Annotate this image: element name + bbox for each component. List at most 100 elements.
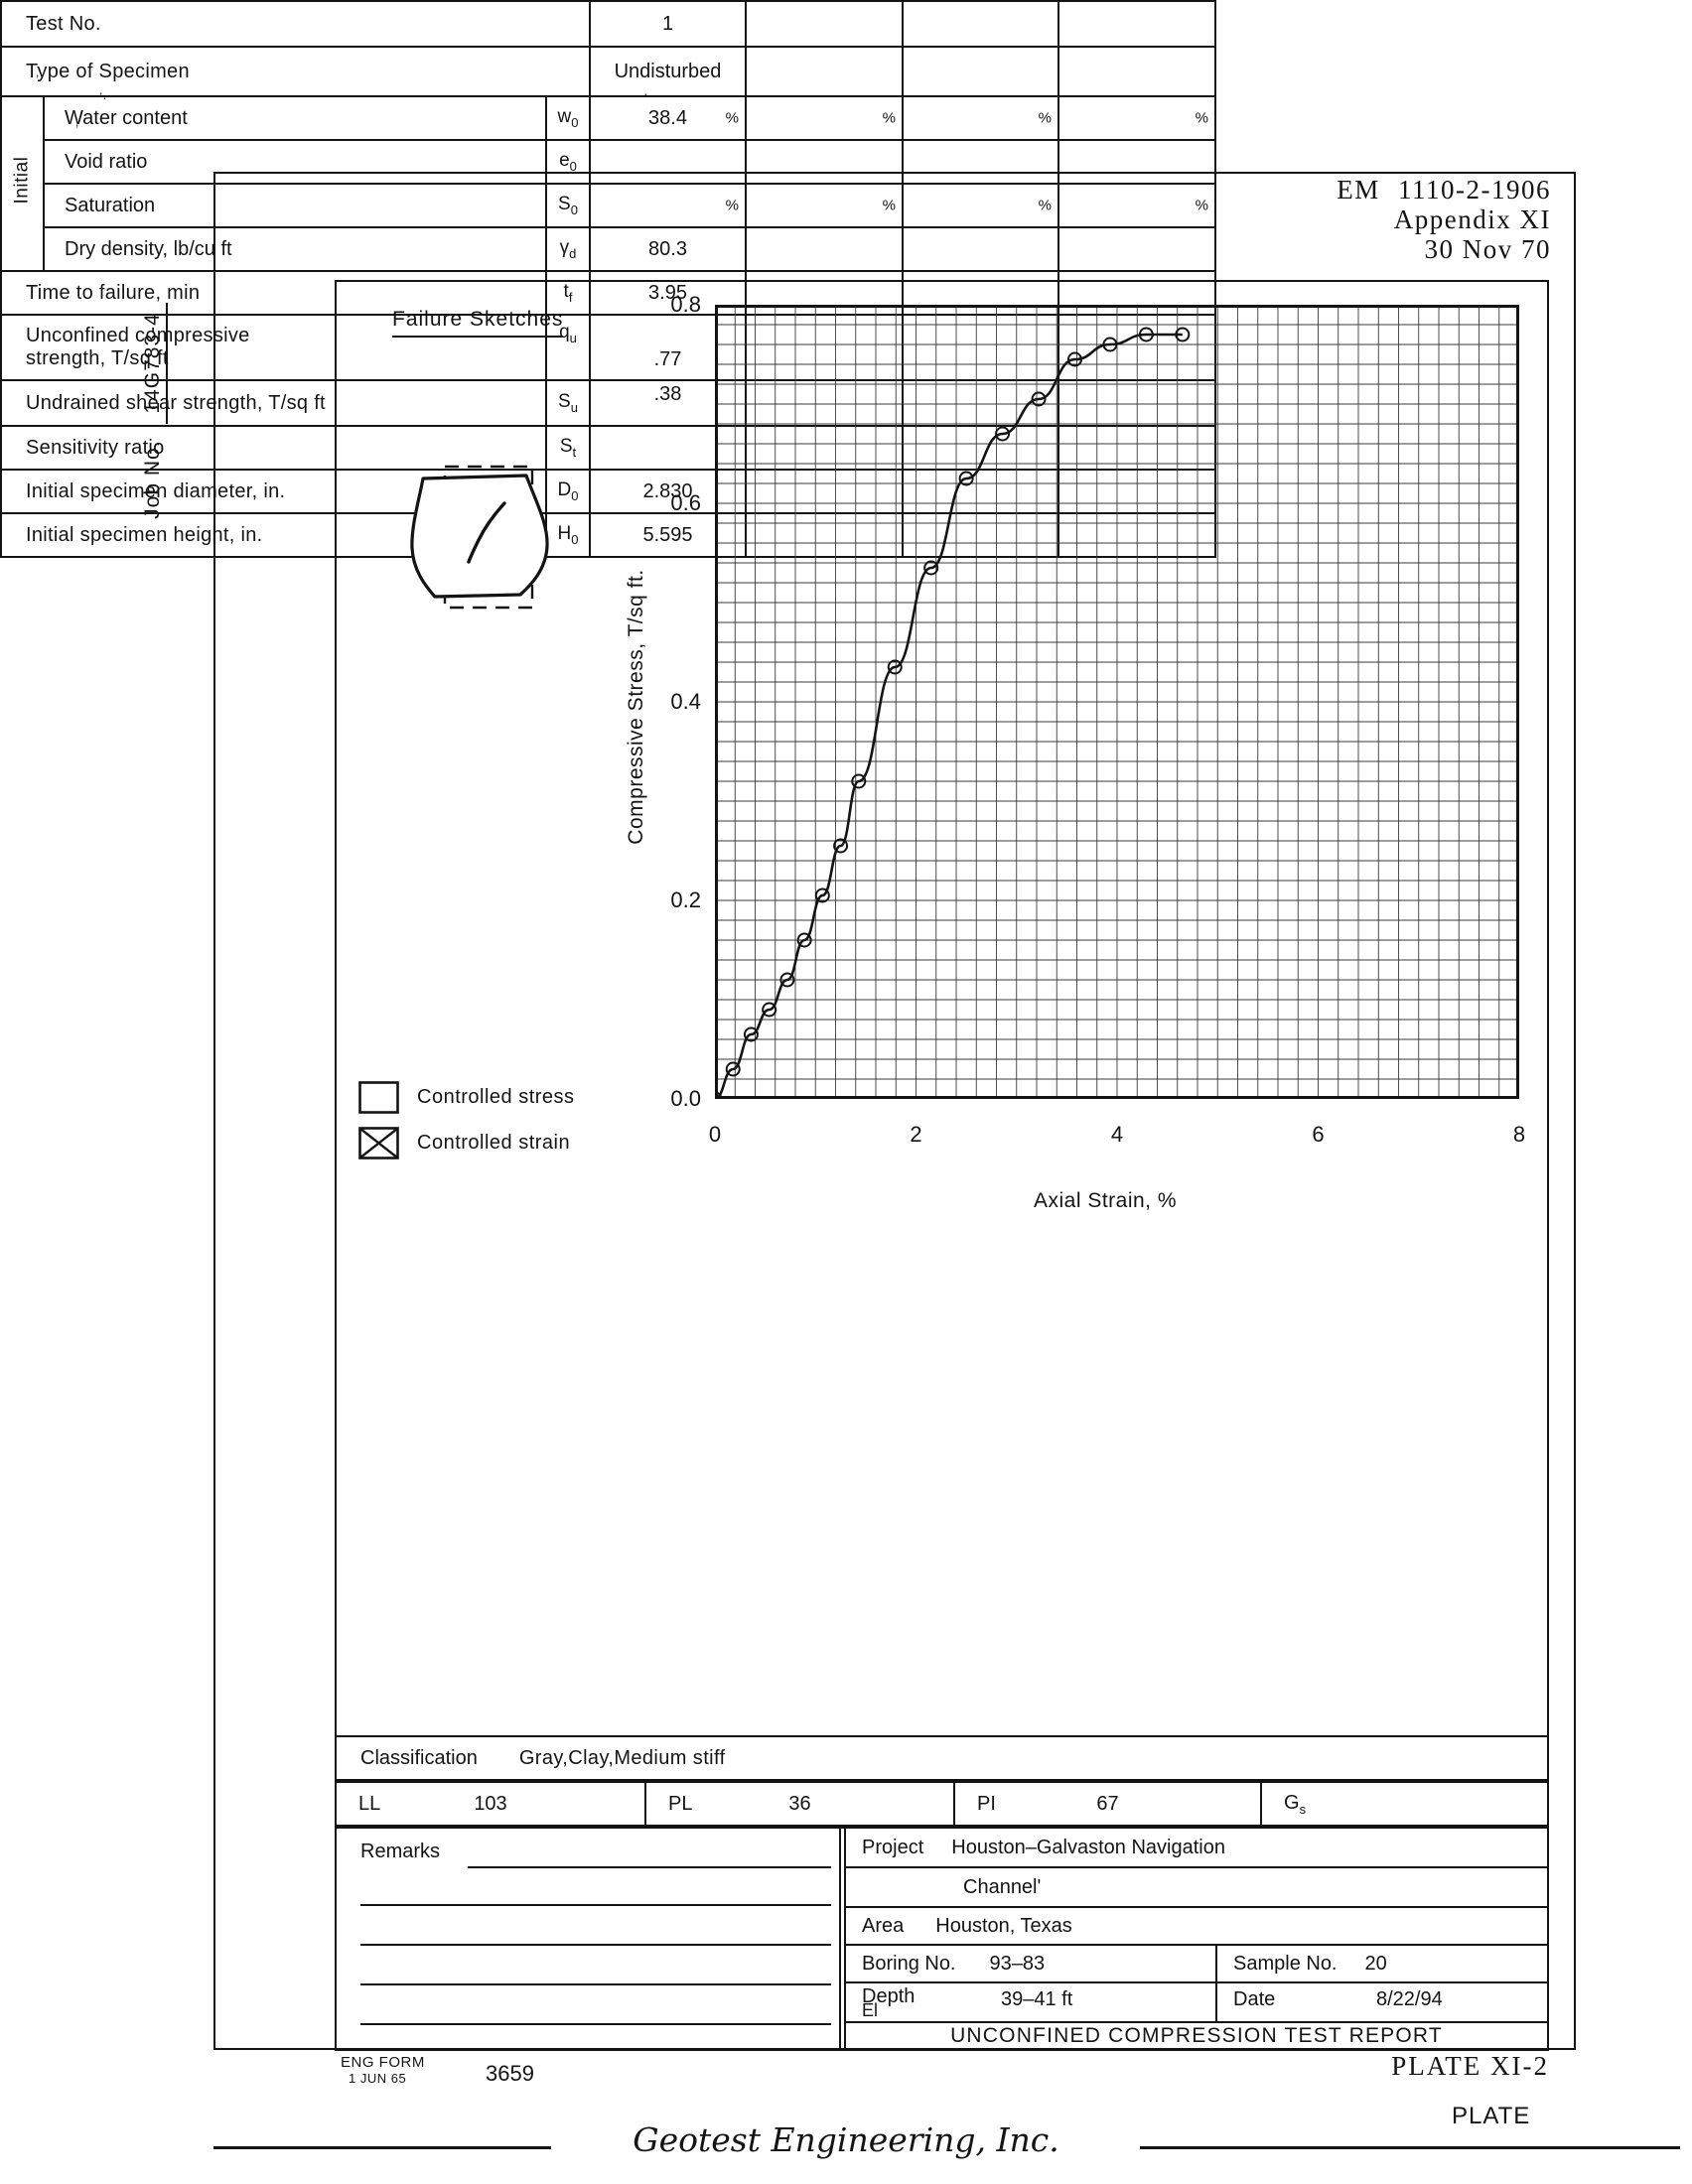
controlled-stress-label: Controlled stress <box>417 1086 575 1108</box>
pi-value: 67 <box>1096 1792 1119 1815</box>
eng-form-label: ENG FORM <box>341 2054 425 2071</box>
depth-date-row: Depth El 39–41 ft Date 8/22/94 <box>846 1983 1547 2023</box>
table-row: Saturation S0 % % % % <box>1 183 1216 228</box>
table-row: Dry density, lb/cu ft γd 80.3 <box>1 226 1216 272</box>
remarks-line <box>360 1904 831 1906</box>
x-tick-label: 2 <box>910 1122 922 1147</box>
x-tick-label: 8 <box>1512 1122 1526 1147</box>
symbol-su: Su <box>545 379 591 427</box>
report-title: UNCONFINED COMPRESSION TEST REPORT <box>950 2024 1443 2047</box>
table-row: Time to failure, min tf 3.95 <box>0 270 1216 316</box>
dry-density-value: 80.3 <box>589 226 747 272</box>
classification-label: Classification <box>360 1746 478 1769</box>
project-value: Houston–Galvaston Navigation <box>951 1836 1225 1858</box>
area-value: Houston, Texas <box>935 1914 1072 1937</box>
legend-controlled-strain: Controlled strain <box>358 1127 570 1160</box>
height-value: 5.595 <box>589 512 747 558</box>
time-to-failure-value: 3.95 <box>589 270 747 316</box>
remarks-line <box>360 1944 831 1946</box>
y-axis-title: Compressive Stress, T/sq ft. <box>625 569 647 845</box>
y-tick-label: 0.2 <box>670 887 701 912</box>
y-tick-label: 0.0 <box>670 1086 701 1111</box>
remarks-box: Remarks <box>337 1829 841 2049</box>
boring-label: Boring No. <box>862 1952 956 1975</box>
table-row: Initial specimen height, in. H0 5.595 <box>0 512 1216 558</box>
depth-label: Depth <box>862 1985 916 2007</box>
pl-label: PL <box>668 1792 693 1815</box>
y-tick-label: 0.4 <box>670 689 701 714</box>
row-label: Unconfined compressive strength, T/sq ft <box>0 314 547 381</box>
gs-label: Gs <box>1284 1791 1307 1817</box>
x-axis-title: Axial Strain, % <box>1033 1189 1178 1212</box>
ll-cell: LL 103 <box>335 1781 646 1827</box>
su-value: .38 <box>589 379 747 427</box>
sample-value: 20 <box>1364 1952 1387 1975</box>
symbol-gamma-d: γd <box>545 226 591 272</box>
boring-value: 93–83 <box>989 1952 1046 1975</box>
row-label: Type of Specimen <box>0 46 591 97</box>
depth-value: 39–41 ft <box>1001 1988 1073 2010</box>
pi-label: PI <box>977 1792 996 1815</box>
remarks-project-section: Remarks Project Houston–Galvaston Naviga… <box>335 1827 1549 2051</box>
company-rule <box>213 2146 551 2149</box>
project-row: Project Houston–Galvaston Navigation <box>846 1829 1547 1868</box>
test-no-value: 1 <box>589 0 747 48</box>
atterberg-limits-row: LL 103 PL 36 PI 67 Gs <box>335 1781 1549 1827</box>
remarks-line <box>360 2023 831 2025</box>
controlled-strain-label: Controlled strain <box>417 1132 571 1154</box>
symbol-e0: e0 <box>545 139 591 185</box>
company-name: Geotest Engineering, Inc. <box>633 2120 1059 2159</box>
table-row: Sensitivity ratio St <box>0 425 1216 471</box>
failure-sketch-drawing <box>410 465 549 610</box>
header-date: 30 Nov 70 <box>1424 234 1551 264</box>
symbol-tf: tf <box>545 270 591 316</box>
table-row: Unconfined compressive strength, T/sq ft … <box>0 314 1216 381</box>
remarks-line <box>468 1866 831 1868</box>
ll-label: LL <box>358 1792 381 1815</box>
water-content-value: 38.4% <box>589 95 747 141</box>
table-row: Initial Water content w0 38.4% % % % <box>0 95 1216 272</box>
plate-label: PLATE <box>1452 2103 1531 2129</box>
sample-label: Sample No. <box>1233 1952 1338 1975</box>
row-label: Test No. <box>0 0 591 48</box>
boring-sample-row: Boring No. 93–83 Sample No. 20 <box>846 1946 1547 1983</box>
row-label: Water content <box>43 95 547 141</box>
table-row: Void ratio e0 <box>1 139 1216 185</box>
table-row: Undrained shear strength, T/sq ft Su .38 <box>0 379 1216 427</box>
remarks-label: Remarks <box>360 1841 441 1862</box>
scan-speck: ’· <box>99 89 107 105</box>
date-value: 8/22/94 <box>1376 1988 1443 2010</box>
row-label: Void ratio <box>43 139 547 185</box>
specimen-type-value: Undisturbed <box>589 46 747 97</box>
row-label: Time to failure, min <box>0 270 547 316</box>
qu-value: .77 <box>589 314 747 381</box>
symbol-s0: S0 <box>545 183 591 228</box>
document-reference-header: EM 1110-2-1906 Appendix XI 30 Nov 70 <box>1337 175 1551 264</box>
x-tick-label: 6 <box>1312 1122 1325 1147</box>
job-number-label: Job No. <box>141 440 164 519</box>
project-row-2: Channel' <box>846 1868 1547 1908</box>
plate-reference: PLATE XI-2 <box>1391 2051 1549 2081</box>
eng-form-block: ENG FORM 1 JUN 65 <box>341 2055 425 2087</box>
project-label: Project <box>862 1836 924 1858</box>
test-results-table: Test No. 1 Type of Specimen Undisturbed … <box>0 0 1216 558</box>
classification-row: Classification Gray,Clay,Medium stiff <box>335 1735 1549 1781</box>
row-label: Saturation <box>43 183 547 228</box>
row-label: Dry density, lb/cu ft <box>43 226 547 272</box>
project-value-line2: Channel' <box>963 1875 1042 1898</box>
scan-speck: ’ <box>36 71 40 87</box>
scan-speck: ’ <box>75 121 79 137</box>
x-tick-label: 0 <box>708 1122 722 1147</box>
symbol-qu: qu <box>545 314 591 381</box>
table-row: Initial specimen diameter, in. D0 2.830 <box>0 469 1216 514</box>
report-title-row: UNCONFINED COMPRESSION TEST REPORT <box>846 2023 1547 2049</box>
diameter-value: 2.830 <box>589 469 747 514</box>
pl-cell: PL 36 <box>646 1781 955 1827</box>
row-label: Undrained shear strength, T/sq ft <box>0 379 547 427</box>
date-label: Date <box>1233 1988 1276 2010</box>
manual-number: EM 1110-2-1906 <box>1337 175 1551 205</box>
controlled-stress-checkbox <box>358 1081 399 1114</box>
job-number: Job No. 14G783-4 <box>141 227 173 595</box>
el-label: El <box>862 2000 879 2020</box>
